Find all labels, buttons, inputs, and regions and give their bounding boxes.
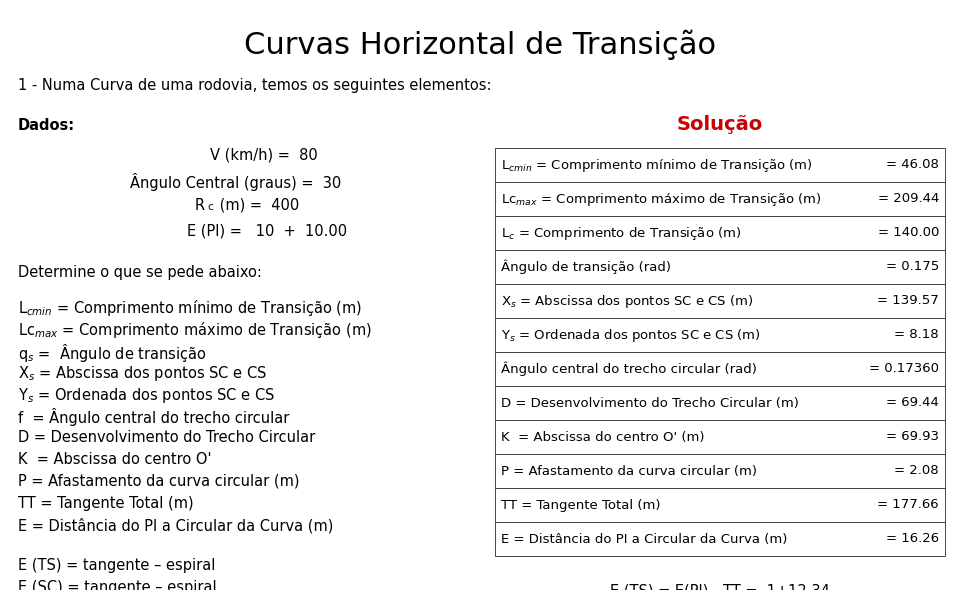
- Text: X$_s$ = Abscissa dos pontos SC e CS: X$_s$ = Abscissa dos pontos SC e CS: [18, 364, 267, 383]
- Text: V (km/h) =  80: V (km/h) = 80: [210, 148, 318, 163]
- Text: E (SC) = tangente – espiral: E (SC) = tangente – espiral: [18, 580, 217, 590]
- Text: = 46.08: = 46.08: [886, 159, 939, 172]
- Bar: [495, 454, 945, 488]
- Text: f  = Ângulo central do trecho circular: f = Ângulo central do trecho circular: [18, 408, 289, 426]
- Text: TT = Tangente Total (m): TT = Tangente Total (m): [501, 499, 660, 512]
- Text: Dados:: Dados:: [18, 118, 75, 133]
- Bar: [495, 318, 945, 352]
- Text: = 0.175: = 0.175: [886, 261, 939, 274]
- Text: D = Desenvolvimento do Trecho Circular (m): D = Desenvolvimento do Trecho Circular (…: [501, 396, 799, 409]
- Text: = 140.00: = 140.00: [877, 227, 939, 240]
- Text: L$_{cmin}$ = Comprimento mínimo de Transição (m): L$_{cmin}$ = Comprimento mínimo de Trans…: [18, 298, 362, 318]
- Text: q$_s$ =  Ângulo de transição: q$_s$ = Ângulo de transição: [18, 342, 206, 364]
- Text: Ângulo central do trecho circular (rad): Ângulo central do trecho circular (rad): [501, 362, 756, 376]
- Text: E (TS) = E(PI) - TT =  1+12.34: E (TS) = E(PI) - TT = 1+12.34: [610, 584, 830, 590]
- Text: P = Afastamento da curva circular (m): P = Afastamento da curva circular (m): [501, 464, 757, 477]
- Text: D = Desenvolvimento do Trecho Circular: D = Desenvolvimento do Trecho Circular: [18, 430, 315, 445]
- Bar: [495, 284, 945, 318]
- Bar: [495, 182, 945, 216]
- Text: K  = Abscissa do centro O' (m): K = Abscissa do centro O' (m): [501, 431, 705, 444]
- Text: 1 - Numa Curva de uma rodovia, temos os seguintes elementos:: 1 - Numa Curva de uma rodovia, temos os …: [18, 78, 492, 93]
- Text: Ângulo de transição (rad): Ângulo de transição (rad): [501, 260, 671, 274]
- Text: = 69.93: = 69.93: [886, 431, 939, 444]
- Bar: [495, 522, 945, 556]
- Text: Lc$_{max}$ = Comprimento máximo de Transição (m): Lc$_{max}$ = Comprimento máximo de Trans…: [18, 320, 372, 340]
- Text: K  = Abscissa do centro O': K = Abscissa do centro O': [18, 452, 211, 467]
- Text: = 8.18: = 8.18: [895, 329, 939, 342]
- Text: TT = Tangente Total (m): TT = Tangente Total (m): [18, 496, 194, 511]
- Text: Y$_s$ = Ordenada dos pontos SC e CS: Y$_s$ = Ordenada dos pontos SC e CS: [18, 386, 275, 405]
- Text: Solução: Solução: [677, 115, 763, 134]
- Bar: [495, 216, 945, 250]
- Text: P = Afastamento da curva circular (m): P = Afastamento da curva circular (m): [18, 474, 300, 489]
- Text: = 209.44: = 209.44: [877, 192, 939, 205]
- Text: = 16.26: = 16.26: [886, 533, 939, 546]
- Text: L$_c$ = Comprimento de Transição (m): L$_c$ = Comprimento de Transição (m): [501, 225, 741, 241]
- Text: E (TS) = tangente – espiral: E (TS) = tangente – espiral: [18, 558, 215, 573]
- Text: R: R: [195, 198, 205, 213]
- Bar: [495, 488, 945, 522]
- Text: L$_{cmin}$ = Comprimento mínimo de Transição (m): L$_{cmin}$ = Comprimento mínimo de Trans…: [501, 156, 813, 173]
- Text: Lc$_{max}$ = Comprimento máximo de Transição (m): Lc$_{max}$ = Comprimento máximo de Trans…: [501, 191, 822, 208]
- Text: E = Distância do PI a Circular da Curva (m): E = Distância do PI a Circular da Curva …: [18, 518, 333, 533]
- Text: Curvas Horizontal de Transição: Curvas Horizontal de Transição: [244, 30, 716, 60]
- Text: = 139.57: = 139.57: [877, 294, 939, 307]
- Text: = 69.44: = 69.44: [886, 396, 939, 409]
- Text: = 177.66: = 177.66: [877, 499, 939, 512]
- Bar: [495, 352, 945, 386]
- Text: Ângulo Central (graus) =  30: Ângulo Central (graus) = 30: [130, 173, 341, 191]
- Text: X$_s$ = Abscissa dos pontos SC e CS (m): X$_s$ = Abscissa dos pontos SC e CS (m): [501, 293, 754, 310]
- Text: E = Distância do PI a Circular da Curva (m): E = Distância do PI a Circular da Curva …: [501, 533, 787, 546]
- Text: E (PI) =   10  +  10.00: E (PI) = 10 + 10.00: [187, 223, 348, 238]
- Text: = 2.08: = 2.08: [895, 464, 939, 477]
- Bar: [495, 420, 945, 454]
- Text: c: c: [207, 202, 213, 212]
- Bar: [495, 386, 945, 420]
- Text: = 0.17360: = 0.17360: [869, 362, 939, 375]
- Bar: [495, 250, 945, 284]
- Bar: [495, 148, 945, 182]
- Text: Y$_s$ = Ordenada dos pontos SC e CS (m): Y$_s$ = Ordenada dos pontos SC e CS (m): [501, 326, 761, 343]
- Text: (m) =  400: (m) = 400: [215, 198, 300, 213]
- Text: Determine o que se pede abaixo:: Determine o que se pede abaixo:: [18, 265, 262, 280]
